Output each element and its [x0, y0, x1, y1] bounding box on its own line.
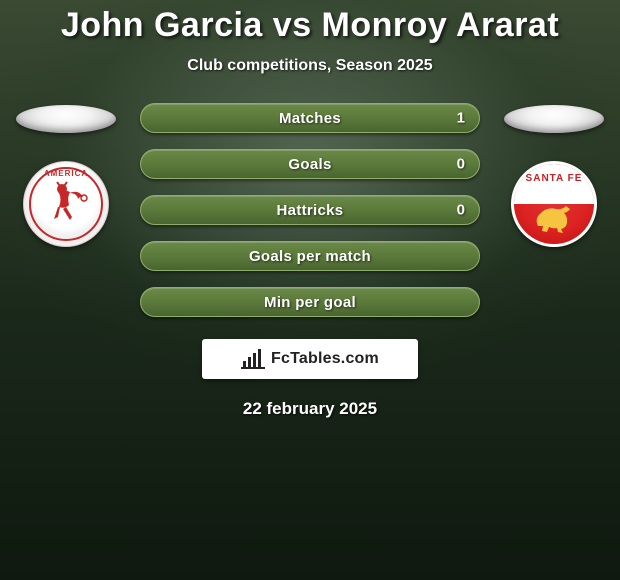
stat-row-hattricks: Hattricks 0 — [140, 195, 480, 225]
comparison-date: 22 february 2025 — [0, 399, 620, 419]
stat-label: Goals — [288, 156, 331, 173]
stat-right-value: 1 — [457, 110, 465, 127]
player-right-column: SANTA FE — [500, 103, 608, 247]
devil-icon — [44, 179, 88, 227]
stat-row-goals-per-match: Goals per match — [140, 241, 480, 271]
stat-row-goals: Goals 0 — [140, 149, 480, 179]
stat-label: Goals per match — [249, 248, 371, 265]
stat-row-matches: Matches 1 — [140, 103, 480, 133]
stat-label: Matches — [279, 110, 341, 127]
player-right-photo-placeholder — [504, 105, 604, 133]
branding-text: FcTables.com — [271, 350, 379, 368]
main-row: AMERICA Matches 1 — [0, 103, 620, 317]
stat-row-min-per-goal: Min per goal — [140, 287, 480, 317]
stat-right-value: 0 — [457, 156, 465, 173]
club-badge-right: SANTA FE — [511, 161, 597, 247]
club-badge-right-label: SANTA FE — [514, 173, 594, 184]
club-badge-left: AMERICA — [23, 161, 109, 247]
bar-chart-icon — [241, 349, 265, 369]
player-left-photo-placeholder — [16, 105, 116, 133]
lion-icon — [532, 204, 576, 234]
stat-label: Hattricks — [277, 202, 344, 219]
player-left-column: AMERICA — [12, 103, 120, 247]
club-badge-left-label: AMERICA — [44, 169, 88, 178]
stats-column: Matches 1 Goals 0 Hattricks 0 Goals per … — [140, 103, 480, 317]
comparison-card: John Garcia vs Monroy Ararat Club compet… — [0, 0, 620, 580]
stat-right-value: 0 — [457, 202, 465, 219]
branding-box: FcTables.com — [202, 339, 418, 379]
subtitle: Club competitions, Season 2025 — [0, 57, 620, 75]
stat-label: Min per goal — [264, 294, 356, 311]
page-title: John Garcia vs Monroy Ararat — [0, 6, 620, 45]
